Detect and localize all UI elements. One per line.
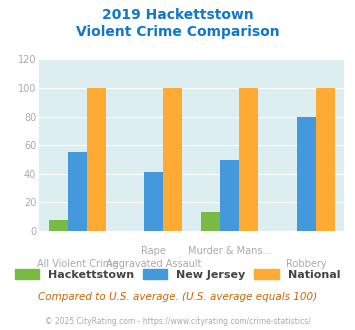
Text: © 2025 CityRating.com - https://www.cityrating.com/crime-statistics/: © 2025 CityRating.com - https://www.city…: [45, 317, 310, 326]
Bar: [220, 159, 239, 231]
Text: Rape: Rape: [141, 246, 166, 256]
Text: Aggravated Assault: Aggravated Assault: [106, 259, 201, 269]
Text: Murder & Mans...: Murder & Mans...: [188, 246, 272, 256]
Bar: [49, 219, 68, 231]
Bar: [239, 88, 258, 231]
Text: 2019 Hackettstown: 2019 Hackettstown: [102, 8, 253, 22]
Text: Violent Crime Comparison: Violent Crime Comparison: [76, 25, 279, 39]
Bar: [201, 213, 220, 231]
Text: Compared to U.S. average. (U.S. average equals 100): Compared to U.S. average. (U.S. average …: [38, 292, 317, 302]
Bar: [144, 172, 163, 231]
Bar: [163, 88, 182, 231]
Bar: [316, 88, 335, 231]
Bar: [68, 152, 87, 231]
Legend: Hackettstown, New Jersey, National: Hackettstown, New Jersey, National: [10, 265, 345, 284]
Bar: [87, 88, 106, 231]
Bar: [297, 116, 316, 231]
Text: All Violent Crime: All Violent Crime: [37, 259, 118, 269]
Text: Robbery: Robbery: [286, 259, 327, 269]
